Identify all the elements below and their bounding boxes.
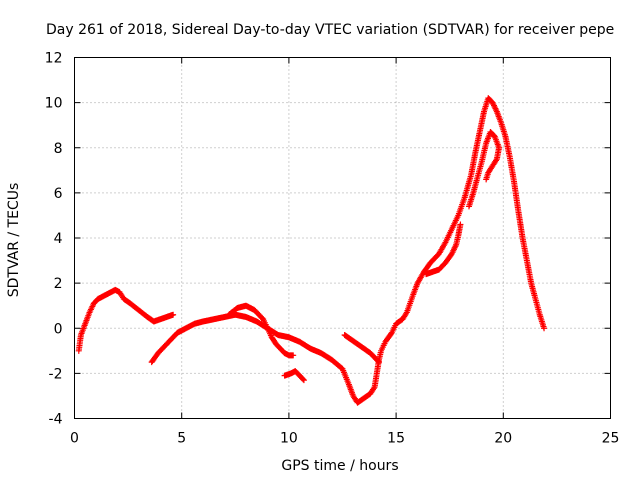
data-point — [402, 310, 409, 317]
x-tick-label: 5 — [177, 431, 186, 447]
x-tick-label: 20 — [494, 431, 512, 447]
data-point — [375, 359, 382, 366]
data-point — [541, 325, 548, 332]
y-tick-label: 2 — [54, 276, 63, 292]
x-tick-label: 25 — [602, 431, 620, 447]
plot-frame — [74, 57, 611, 419]
data-point — [300, 377, 307, 384]
data-point — [486, 168, 493, 175]
y-tick-label: 6 — [54, 186, 63, 202]
data-point — [457, 221, 464, 228]
data-points — [75, 95, 548, 406]
y-axis-label: SDTVAR / TECUs — [6, 183, 22, 298]
grid — [74, 57, 611, 419]
y-tick-label: 4 — [54, 231, 63, 247]
x-tick-label: 10 — [280, 431, 298, 447]
y-tick-label: -2 — [49, 366, 63, 382]
x-tick-label: 0 — [70, 431, 79, 447]
chart-title: Day 261 of 2018, Sidereal Day-to-day VTE… — [46, 22, 614, 38]
x-axis-label: GPS time / hours — [281, 458, 398, 474]
y-tick-label: 12 — [45, 51, 63, 67]
data-point — [290, 352, 297, 359]
y-tick-label: -4 — [49, 412, 63, 428]
y-tick-label: 0 — [54, 321, 63, 337]
data-point — [370, 385, 377, 392]
y-tick-label: 8 — [54, 141, 63, 157]
x-tick-label: 15 — [387, 431, 405, 447]
y-tick-label: 10 — [45, 96, 63, 112]
data-point — [375, 358, 382, 365]
data-point — [300, 376, 307, 383]
data-point — [170, 311, 177, 318]
data-point — [483, 176, 490, 183]
tick-labels: 0 5 10 15 20 25 -4 -2 0 2 4 6 8 10 12 — [45, 51, 620, 447]
